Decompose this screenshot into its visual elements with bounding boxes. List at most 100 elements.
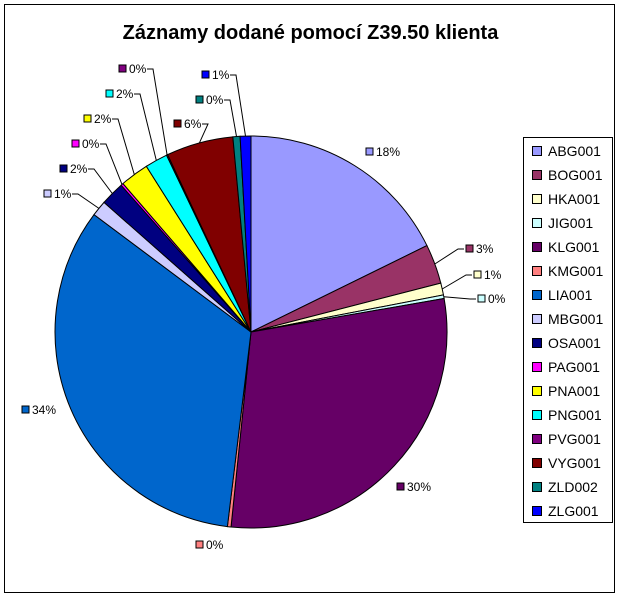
label-swatch: [118, 64, 127, 73]
legend-item-osa001: OSA001: [532, 331, 601, 355]
label-text: 2%: [116, 87, 134, 101]
percent-label-klg001: 30%: [396, 480, 431, 494]
leader-line-png001: [134, 93, 157, 161]
legend-swatch: [532, 338, 542, 348]
legend-label: KMG001: [548, 263, 604, 279]
percent-label-hka001: 1%: [473, 268, 502, 282]
legend-label: PNA001: [548, 383, 601, 399]
label-text: 1%: [212, 68, 230, 82]
label-text: 0%: [82, 137, 100, 151]
legend-item-jig001: JIG001: [532, 211, 593, 235]
legend-label: PNG001: [548, 407, 602, 423]
legend-item-kmg001: KMG001: [532, 259, 603, 283]
legend-label: VYG001: [548, 455, 601, 471]
percent-label-jig001: 0%: [477, 292, 506, 306]
label-text: 0%: [488, 292, 506, 306]
label-text: 0%: [206, 538, 224, 552]
leader-line-zld002: [224, 99, 237, 137]
pie-slice-lia001: [54, 213, 252, 528]
legend-item-pvg001: PVG001: [532, 427, 601, 451]
legend-label: LIA001: [548, 287, 593, 303]
legend-swatch: [532, 314, 542, 324]
label-text: 34%: [32, 403, 56, 417]
label-swatch: [195, 95, 204, 104]
legend-item-mbg001: MBG001: [532, 307, 603, 331]
legend-swatch: [532, 290, 542, 300]
percent-label-bog001: 3%: [465, 242, 494, 256]
label-swatch: [43, 189, 52, 198]
percent-label-osa001: 2%: [59, 162, 88, 176]
label-swatch: [173, 119, 182, 128]
label-text: 30%: [407, 480, 431, 494]
legend-swatch: [532, 218, 542, 228]
percent-label-vyg001: 6%: [173, 117, 202, 131]
percent-label-png001: 2%: [105, 87, 134, 101]
legend-swatch: [532, 194, 542, 204]
legend-item-lia001: LIA001: [532, 283, 592, 307]
legend-item-klg001: KLG001: [532, 235, 599, 259]
legend-label: ZLD002: [548, 479, 598, 495]
leader-line-hka001: [441, 274, 472, 290]
legend-swatch: [532, 458, 542, 468]
percent-label-abg001: 18%: [365, 145, 400, 159]
legend-item-pna001: PNA001: [532, 379, 600, 403]
legend-item-vyg001: VYG001: [532, 451, 601, 475]
label-text: 3%: [476, 242, 494, 256]
legend-label: MBG001: [548, 311, 604, 327]
label-text: 1%: [484, 268, 502, 282]
label-swatch: [83, 114, 92, 123]
legend-label: BOG001: [548, 167, 603, 183]
leader-line-zlg001: [230, 74, 246, 137]
label-swatch: [396, 482, 405, 491]
percent-labels: 18% 3% 1% 0% 30% 0% 34% 1% 2% 0% 2% 2% 0% 6% 0% 1%: [21, 62, 506, 552]
legend-swatch: [532, 362, 542, 372]
percent-label-zlg001: 1%: [201, 68, 230, 82]
percent-label-pvg001: 0%: [118, 62, 147, 76]
pie-slices: [54, 135, 448, 529]
percent-label-pag001: 0%: [71, 137, 100, 151]
label-swatch: [21, 405, 30, 414]
legend-swatch: [532, 266, 542, 276]
label-text: 1%: [54, 187, 72, 201]
label-text: 18%: [376, 145, 400, 159]
legend-swatch: [532, 506, 542, 516]
pie-slice-abg001: [250, 135, 428, 333]
legend-swatch: [532, 482, 542, 492]
label-swatch: [465, 244, 474, 253]
leader-line-mbg001: [72, 193, 100, 209]
label-swatch: [365, 147, 374, 156]
label-swatch: [71, 139, 80, 148]
legend-swatch: [532, 386, 542, 396]
leader-lines: [72, 68, 476, 300]
legend-item-zlg001: ZLG001: [532, 499, 599, 523]
percent-label-pna001: 2%: [83, 112, 112, 126]
pie-slice-klg001: [230, 297, 448, 529]
legend-swatch: [532, 170, 542, 180]
percent-label-zld002: 0%: [195, 93, 224, 107]
leader-line-pvg001: [147, 68, 168, 155]
legend-label: JIG001: [548, 215, 594, 231]
percent-label-mbg001: 1%: [43, 187, 72, 201]
leader-line-jig001: [443, 296, 476, 300]
legend-item-zld002: ZLD002: [532, 475, 598, 499]
legend-item-abg001: ABG001: [532, 139, 601, 163]
legend-swatch: [532, 410, 542, 420]
leader-line-osa001: [88, 168, 113, 194]
label-text: 2%: [70, 162, 88, 176]
leader-line-pag001: [100, 143, 123, 185]
legend-swatch: [532, 434, 542, 444]
label-text: 0%: [129, 62, 147, 76]
label-swatch: [201, 70, 210, 79]
label-text: 6%: [184, 117, 202, 131]
legend-label: ABG001: [548, 143, 601, 159]
legend-item-pag001: PAG001: [532, 355, 600, 379]
label-swatch: [59, 164, 68, 173]
label-swatch: [473, 270, 482, 279]
legend-label: OSA001: [548, 335, 601, 351]
legend-label: PVG001: [548, 431, 601, 447]
legend-item-hka001: HKA001: [532, 187, 600, 211]
label-text: 0%: [206, 93, 224, 107]
legend-label: HKA001: [548, 191, 601, 207]
legend-label: ZLG001: [548, 503, 599, 519]
